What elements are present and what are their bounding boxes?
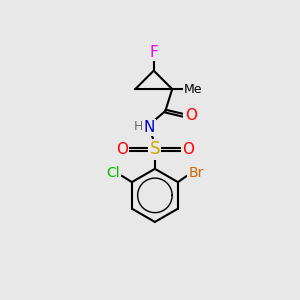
Text: Cl: Cl (106, 166, 120, 180)
Text: F: F (149, 45, 158, 60)
Text: O: O (185, 108, 197, 123)
Text: S: S (150, 140, 160, 158)
Text: Me: Me (184, 82, 202, 96)
Text: O: O (116, 142, 128, 157)
Text: N: N (143, 120, 155, 135)
Text: H: H (134, 120, 143, 133)
Text: Br: Br (188, 166, 204, 180)
Text: O: O (182, 142, 194, 157)
